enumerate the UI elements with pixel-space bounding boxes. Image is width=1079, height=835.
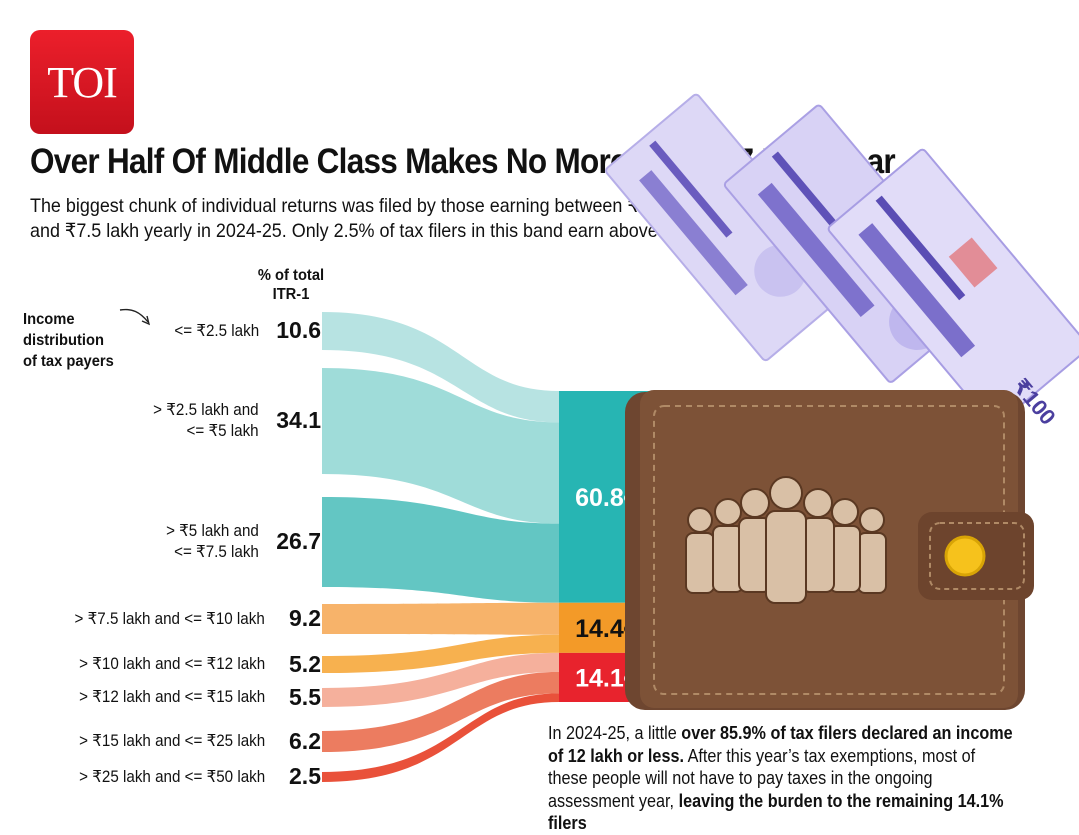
value-label: 6.2 bbox=[289, 727, 321, 754]
column-heading-line-2: ITR-1 bbox=[272, 286, 310, 303]
column-heading-line-1: % of total bbox=[257, 267, 325, 284]
subtitle-line-2: and ₹7.5 lakh yearly in 2024-25. Only 2.… bbox=[30, 220, 732, 242]
logo-text: TOI bbox=[47, 57, 118, 107]
value-label: 26.7 bbox=[276, 528, 321, 554]
value-label: 5.5 bbox=[289, 683, 321, 710]
wallet-illustration bbox=[625, 390, 1034, 710]
category-label: > ₹25 lakh and <= ₹50 lakh bbox=[78, 767, 265, 786]
subtitle-line-1: The biggest chunk of individual returns … bbox=[30, 195, 702, 217]
flow-band bbox=[322, 312, 559, 423]
category-label: > ₹7.5 lakh and <= ₹10 lakh bbox=[74, 609, 265, 628]
category-label: > ₹10 lakh and <= ₹12 lakh bbox=[78, 655, 265, 673]
value-label: 34.1 bbox=[276, 407, 321, 433]
value-label: 5.2 bbox=[289, 650, 321, 677]
note-text-1: In 2024-25, a little bbox=[548, 723, 682, 743]
toi-logo[interactable]: TOI bbox=[30, 30, 134, 134]
value-label: 10.6 bbox=[276, 317, 321, 343]
income-distribution-note: Income distribution of tax payers bbox=[23, 309, 133, 372]
chart-subtitle: The biggest chunk of individual returns … bbox=[30, 194, 821, 244]
note-text-2: After this year’s tax exemptions, most o… bbox=[548, 745, 976, 811]
flow-band bbox=[322, 652, 559, 707]
income-note-line-2: distribution bbox=[23, 332, 104, 349]
category-label: <= ₹2.5 lakh bbox=[174, 321, 259, 340]
value-label: 9.2 bbox=[289, 605, 321, 631]
summary-note: In 2024-25, a little over 85.9% of tax f… bbox=[548, 722, 1016, 835]
note-bold-1: over 85.9% of tax filers declared an inc… bbox=[548, 723, 1013, 766]
flow-band bbox=[322, 368, 559, 524]
category-label: > ₹12 lakh and <= ₹15 lakh bbox=[78, 688, 265, 706]
currency-notes-illustration: ₹100 bbox=[605, 93, 1079, 430]
income-note-line-1: Income bbox=[23, 311, 75, 328]
flow-band bbox=[322, 602, 559, 635]
flow-band bbox=[322, 634, 559, 673]
column-heading: % of total ITR-1 bbox=[251, 266, 330, 304]
category-label: > ₹2.5 lakh and <= ₹5 lakh bbox=[153, 401, 259, 440]
curved-arrow-icon bbox=[119, 308, 151, 326]
flow-band bbox=[322, 671, 559, 752]
category-label: > ₹15 lakh and <= ₹25 lakh bbox=[78, 732, 265, 750]
note-bold-2: leaving the burden to the remaining 14.1… bbox=[548, 790, 1004, 834]
category-label: > ₹5 lakh and <= ₹7.5 lakh bbox=[166, 522, 259, 561]
flow-band bbox=[322, 693, 559, 782]
income-note-line-3: of tax payers bbox=[23, 353, 114, 370]
flow-band bbox=[322, 497, 559, 603]
value-label: 2.5 bbox=[289, 763, 321, 789]
